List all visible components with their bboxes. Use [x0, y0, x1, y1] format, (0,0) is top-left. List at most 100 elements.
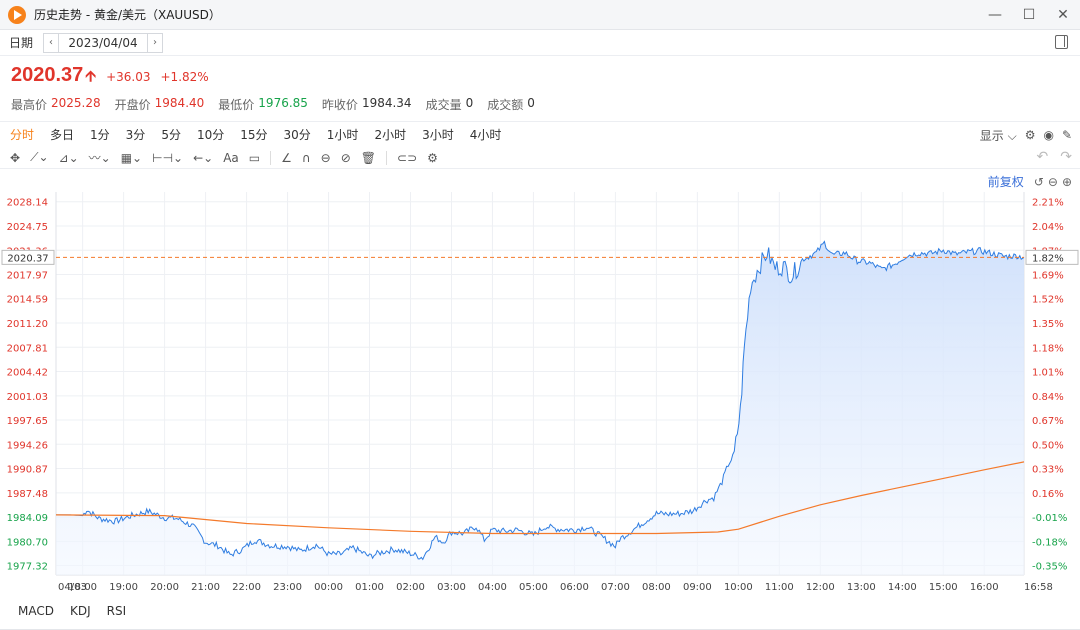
trend-line-icon[interactable]: ⟋⌄ — [30, 150, 49, 164]
period-tab[interactable]: 多日 — [50, 128, 75, 142]
fibonacci-icon[interactable]: ▦⌄ — [120, 150, 143, 165]
stat-label: 最高价 — [11, 98, 48, 112]
side-panel-icon[interactable] — [1055, 35, 1068, 49]
ruler-icon[interactable]: ∠ — [281, 150, 292, 165]
x-tick-label: 15:00 — [929, 582, 958, 593]
period-tab[interactable]: 2小时 — [374, 128, 407, 142]
current-price-label: 2020.37 — [7, 253, 48, 264]
stat-item: 成交额 0 — [487, 96, 535, 113]
prev-date-button[interactable]: ‹ — [43, 32, 60, 53]
x-tick-label: 14:00 — [888, 582, 917, 593]
indicator-tab[interactable]: KDJ — [69, 604, 91, 618]
current-price-badge — [1, 249, 55, 265]
text-icon[interactable]: Aa — [223, 150, 239, 165]
period-tab[interactable]: 10分 — [196, 128, 225, 142]
date-picker: ‹ 2023/04/04 › — [43, 32, 164, 53]
y-tick-left: 1980.70 — [7, 537, 48, 548]
x-tick-label: 03:00 — [437, 582, 466, 593]
x-tick-label: 16:58 — [1024, 582, 1053, 593]
stat-value: 1976.85 — [258, 96, 308, 110]
period-tab[interactable]: 4小时 — [469, 128, 502, 142]
x-tick-label: 06:00 — [560, 582, 589, 593]
close-icon[interactable]: ✕ — [1057, 7, 1069, 23]
comment-icon[interactable]: ▭ — [248, 150, 261, 165]
indicator-tabs: MACD KDJ RSI — [18, 604, 142, 618]
lock-icon[interactable]: ⊖ — [320, 150, 331, 165]
stat-value: 0 — [527, 96, 535, 110]
x-tick-label: 23:00 — [273, 582, 302, 593]
y-tick-left: 1990.87 — [7, 465, 48, 476]
average-line — [55, 461, 1025, 535]
y-tick-right: -0.18% — [1032, 537, 1067, 548]
draw-settings-icon[interactable]: ⚙ — [427, 150, 438, 165]
stat-value: 1984.34 — [361, 96, 412, 110]
x-tick-label: 12:00 — [806, 582, 835, 593]
date-bar: 日期 ‹ 2023/04/04 › — [0, 30, 1080, 56]
y-tick-left: 2011.20 — [7, 319, 48, 330]
period-tab[interactable]: 5分 — [161, 128, 181, 142]
minimize-icon[interactable]: — — [988, 7, 1002, 23]
price-area — [56, 241, 1024, 575]
magnet-icon[interactable]: ∩ — [301, 150, 311, 165]
stat-label: 成交量 — [425, 98, 462, 112]
reset-icon[interactable]: ↺ — [1033, 174, 1044, 189]
y-tick-left: 1977.32 — [7, 562, 48, 573]
current-pct-badge — [1025, 249, 1079, 265]
x-tick-label: 10:00 — [724, 582, 753, 593]
y-tick-left: 2017.97 — [7, 271, 48, 282]
y-tick-right: 0.33% — [1032, 465, 1064, 476]
link-icon[interactable]: ⊂⊃ — [397, 150, 418, 165]
maximize-icon[interactable]: ☐ — [1022, 7, 1036, 23]
price-chart[interactable]: 2028.142.21%2024.752.04%2021.361.87%2017… — [0, 190, 1080, 598]
stat-label: 最低价 — [218, 98, 255, 112]
zoom-in-icon[interactable]: ⊕ — [1061, 174, 1072, 189]
stat-label: 开盘价 — [114, 98, 151, 112]
date-input[interactable]: 2023/04/04 — [59, 32, 148, 53]
trash-icon[interactable]: 🗑 — [360, 150, 377, 165]
undo-icon[interactable]: ↶ — [1036, 149, 1049, 165]
period-tab[interactable]: 1分 — [90, 128, 110, 142]
x-tick-label: 13:00 — [847, 582, 876, 593]
period-tab[interactable]: 3小时 — [422, 128, 454, 142]
y-tick-right: 1.01% — [1032, 368, 1064, 379]
indicator-tab[interactable]: MACD — [18, 604, 54, 618]
period-tab[interactable]: 3分 — [125, 128, 146, 142]
up-arrow-icon: 🡩 — [85, 67, 97, 85]
y-tick-left: 2028.14 — [7, 198, 48, 209]
y-tick-left: 2014.59 — [7, 295, 48, 306]
indicator-tab[interactable]: RSI — [106, 604, 127, 618]
period-tab[interactable]: 1小时 — [326, 128, 359, 142]
title-bar: 历史走势 - 黄金/美元（XAUUSD） — ☐ ✕ — [0, 0, 1080, 30]
stat-value: 2025.28 — [51, 96, 101, 110]
y-tick-right: 1.35% — [1032, 319, 1064, 330]
crosshair-icon[interactable]: ✥ — [10, 150, 21, 165]
camera-icon[interactable]: ◉ — [1043, 128, 1054, 142]
adjust-button[interactable]: 前复权 — [987, 175, 1024, 189]
y-tick-right: 1.69% — [1032, 271, 1064, 282]
stat-item: 最高价 2025.28 — [11, 96, 101, 113]
next-date-button[interactable]: › — [147, 32, 164, 53]
current-pct-label: 1.82% — [1032, 253, 1064, 264]
period-tab[interactable]: 30分 — [283, 128, 311, 142]
zoom-out-icon[interactable]: ⊖ — [1047, 174, 1058, 189]
y-tick-left: 2007.81 — [7, 343, 48, 354]
y-tick-left: 1994.26 — [7, 440, 48, 451]
x-tick-label: 07:00 — [601, 582, 630, 593]
y-tick-right: 0.67% — [1032, 416, 1064, 427]
y-tick-right: 1.18% — [1032, 343, 1064, 354]
wave-icon[interactable]: 〰⌄ — [88, 151, 111, 165]
display-menu[interactable]: 显示 ⌵ — [979, 128, 1017, 143]
redo-icon[interactable]: ↷ — [1060, 149, 1072, 165]
channel-icon[interactable]: ⊿⌄ — [58, 150, 79, 165]
arrow-icon[interactable]: ←⌄ — [193, 150, 214, 165]
period-tab[interactable]: 分时 — [10, 128, 35, 142]
settings-icon[interactable]: ⚙ — [1024, 128, 1036, 142]
y-tick-right: 2.04% — [1032, 222, 1064, 233]
range-icon[interactable]: ⊢⊣⌄ — [152, 150, 184, 165]
pen-icon[interactable]: ✎ — [1061, 128, 1072, 142]
y-tick-left: 2024.75 — [7, 222, 48, 233]
period-tab[interactable]: 15分 — [240, 128, 268, 142]
x-tick-label: 04:00 — [478, 582, 507, 593]
stat-item: 开盘价 1984.40 — [115, 96, 205, 113]
hide-icon[interactable]: ⊘ — [340, 150, 351, 165]
